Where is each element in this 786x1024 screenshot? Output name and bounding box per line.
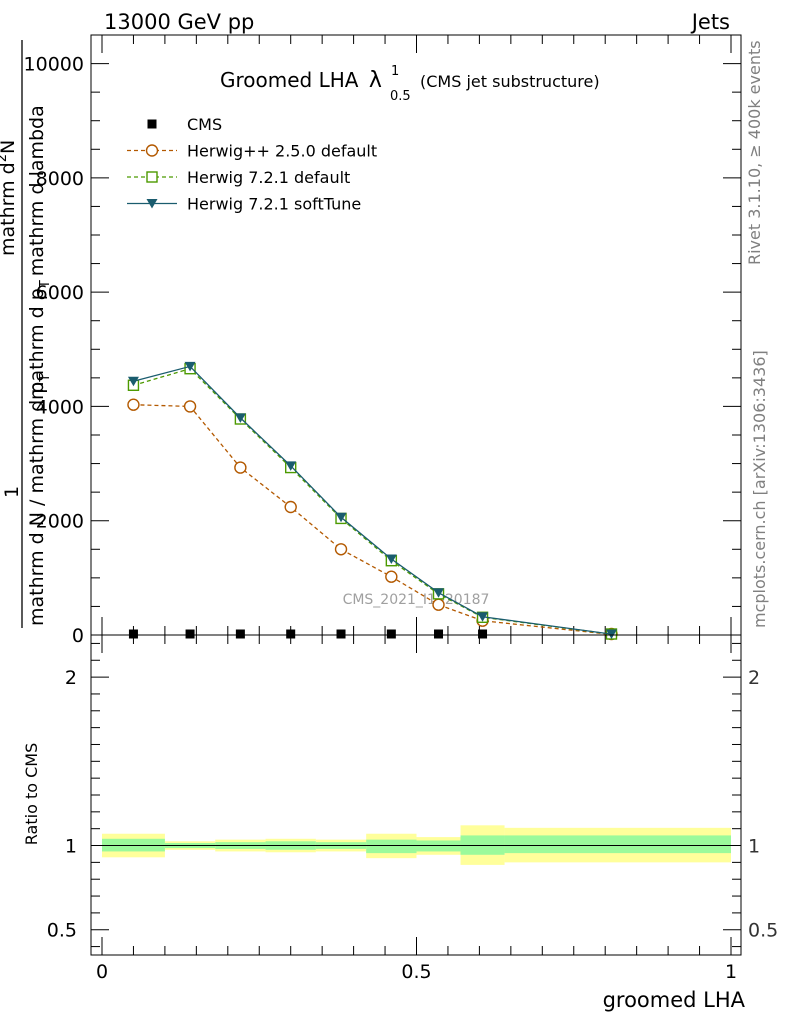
main-y-tick-label: 2000: [36, 511, 84, 533]
series-point: [128, 629, 138, 639]
series-point: [127, 376, 139, 387]
ylabel-denominator: mathrm d N / mathrm d pT: [26, 374, 53, 626]
legend: CMS Herwig++ 2.5.0 default Herwig 7.2.1 de…: [127, 115, 377, 214]
series-point: [386, 629, 396, 639]
main-y-tick-label: 4000: [36, 396, 84, 418]
ratio-inner-band: [504, 835, 731, 854]
legend-marker: [146, 171, 158, 183]
series-line: [133, 404, 612, 636]
main-y-label: 1 mathrm d N / mathrm d pT mathrm d2N ma…: [0, 40, 53, 628]
x-tick-label: 1: [725, 961, 737, 983]
series-point: [127, 398, 140, 411]
ylabel-frac-one: 1: [1, 486, 23, 498]
ratio-inner-band: [366, 839, 417, 854]
series-point: [478, 629, 488, 639]
main-y-tick-label: 8000: [36, 168, 84, 190]
chart-title-note: (CMS jet substructure): [420, 72, 600, 91]
legend-marker: [146, 199, 158, 209]
ratio-y-tick-label-right: 1: [748, 836, 760, 858]
chart-title-main: Groomed LHA: [220, 68, 359, 92]
series-point: [335, 512, 347, 523]
chart-title: Groomed LHA λ: [220, 68, 382, 93]
header-right: Jets: [690, 10, 730, 34]
series-point: [183, 400, 197, 413]
series-point: [477, 612, 489, 622]
series-point: [605, 629, 617, 639]
ratio-bands: [102, 825, 731, 865]
ylabel-num-line1: mathrm d2N: [0, 140, 19, 256]
x-tick-label: 0: [96, 961, 108, 983]
main-y-tick-label: 10000: [24, 54, 84, 76]
legend-label: Herwig 7.2.1 softTune: [187, 195, 361, 214]
series-point: [385, 554, 397, 564]
legend-label: Herwig 7.2.1 default: [187, 168, 350, 187]
series-point: [185, 629, 195, 639]
ratio-y-tick-label: 2: [65, 667, 77, 689]
legend-entry: CMS: [147, 115, 222, 134]
mcplots-label: mcplots.cern.ch [arXiv:1306:3436]: [750, 350, 769, 628]
series-0: [128, 629, 616, 639]
series-point: [433, 588, 445, 598]
ratio-y-tick-label: 0.5: [47, 920, 77, 942]
chart-title-sub: 0.5: [390, 89, 411, 104]
x-axis-label: groomed LHA: [603, 988, 746, 1012]
chart-title-symbol: λ: [369, 68, 382, 93]
ratio-plot-frame: [90, 634, 742, 956]
series-point: [336, 629, 346, 639]
series-point: [334, 543, 348, 556]
legend-entry: Herwig 7.2.1 default: [127, 168, 350, 187]
header-left: 13000 GeV pp: [104, 10, 254, 34]
ratio-plot-panel: 0.5 0.5 1 1 2 2 0 0.5 1 Ratio to CMS groomed LHA: [22, 634, 778, 1012]
series-point: [234, 461, 247, 474]
legend-marker: [147, 119, 157, 129]
series-point: [432, 598, 445, 611]
series-point: [234, 413, 246, 423]
ratio-y-tick-label-right: 2: [748, 667, 760, 689]
series-point: [385, 570, 398, 583]
main-y-axis: 0 2000 4000 6000 8000 10000: [24, 34, 741, 647]
main-y-tick-label: 0: [72, 625, 84, 647]
ratio-y-tick-label: 1: [65, 836, 77, 858]
legend-entry: Herwig++ 2.5.0 default: [127, 142, 377, 161]
series-point: [286, 629, 296, 639]
series-line: [133, 367, 612, 635]
ylabel-num-line2: mathrm d pTmathrm d lambda: [26, 105, 53, 400]
watermark: CMS_2021_I1920187: [343, 592, 490, 608]
main-series-group: [127, 361, 618, 641]
series-point: [235, 629, 245, 639]
legend-label: Herwig++ 2.5.0 default: [187, 142, 377, 161]
ratio-y-tick-label-right: 0.5: [748, 920, 778, 942]
x-tick-label: 0.5: [401, 961, 431, 983]
ratio-y-label: Ratio to CMS: [22, 743, 41, 845]
legend-marker: [145, 144, 159, 157]
series-point: [434, 629, 444, 639]
main-y-tick-label: 6000: [36, 282, 84, 304]
series-point: [184, 361, 196, 372]
series-3: [127, 361, 617, 639]
chart-title-sup: 1: [391, 64, 399, 79]
series-point: [285, 461, 297, 471]
rivet-label: Rivet 3.1.10, ≥ 400k events: [745, 40, 764, 265]
legend-entry: Herwig 7.2.1 softTune: [127, 195, 361, 214]
legend-label: CMS: [187, 115, 222, 134]
ratio-axes: 0.5 0.5 1 1 2 2 0 0.5 1: [47, 635, 778, 983]
series-point: [284, 500, 297, 514]
main-plot-panel: 0 2000 4000 6000 8000 10000 CMS_2021_I1920187…: [24, 34, 742, 647]
